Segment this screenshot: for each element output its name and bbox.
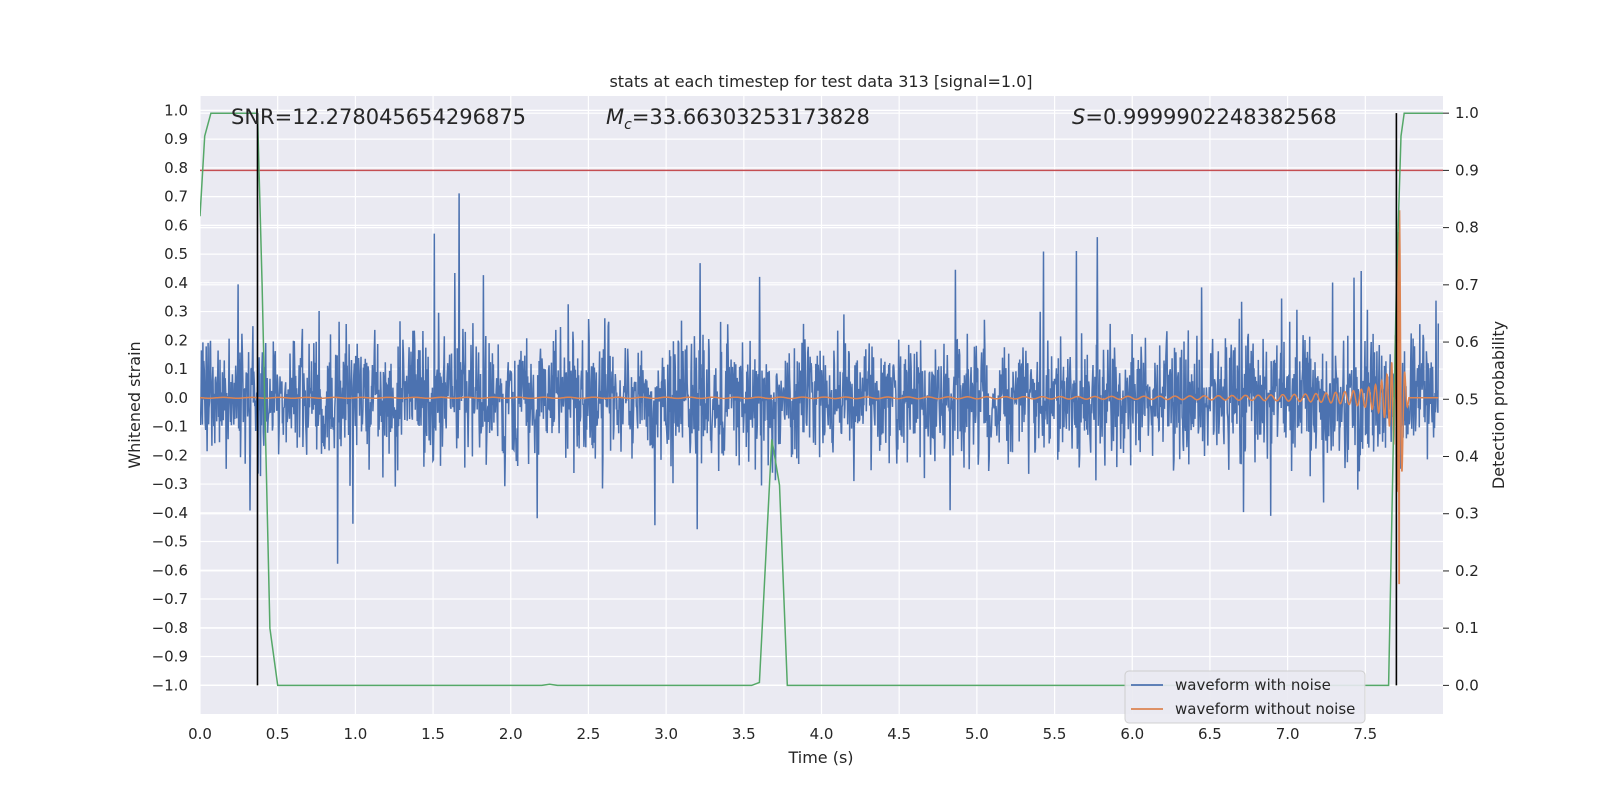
y-tick-label: 0.7 (164, 188, 188, 206)
y-tick-label: −0.5 (152, 533, 188, 551)
y-tick-label: 0.6 (164, 216, 188, 234)
y-tick-label: 0.2 (164, 331, 188, 349)
y-tick-label: −1.0 (152, 676, 188, 694)
series-waveform-without-noise (200, 210, 1439, 585)
x-tick-label: 2.5 (577, 725, 601, 743)
y-tick-label: −0.6 (152, 561, 188, 579)
x-tick-label: 4.0 (810, 725, 834, 743)
y-tick-label: 0.1 (164, 360, 188, 378)
right-tick-label: 0.3 (1455, 505, 1479, 523)
x-axis-ticks: 0.0 0.5 1.0 1.5 2.0 2.5 3.0 3.5 4.0 4.5 5.0 5.5 6.0 6… (188, 725, 1377, 743)
x-tick-label: 2.0 (499, 725, 523, 743)
right-tick-label: 0.6 (1455, 333, 1479, 351)
x-axis-label: Time (s) (787, 748, 853, 767)
snr-annotation: SNR=12.278045654296875 (231, 105, 526, 129)
y-tick-label: 0.4 (164, 274, 188, 292)
right-axis-label: Detection probability (1489, 321, 1508, 489)
right-tick-label: 0.8 (1455, 219, 1479, 237)
right-axis-ticks: 0.0 0.1 0.2 0.3 0.4 0.5 0.6 0.7 0.8 0.9 1.0 (1443, 104, 1479, 694)
y-tick-label: −0.7 (152, 590, 188, 608)
x-tick-label: 1.0 (343, 725, 367, 743)
y-tick-label: 0.3 (164, 303, 188, 321)
y-tick-label: 0.5 (164, 245, 188, 263)
y-axis-label: Whitened strain (125, 341, 144, 468)
y-axis-ticks: −1.0 −0.9 −0.8 −0.7 −0.6 −0.5 −0.4 −0.3 −0.2 −0.1… (152, 101, 188, 694)
y-tick-label: −0.3 (152, 475, 188, 493)
series-detection-probability (200, 112, 1443, 687)
x-tick-label: 6.0 (1120, 725, 1144, 743)
x-tick-label: 7.0 (1276, 725, 1300, 743)
x-tick-label: 3.5 (732, 725, 756, 743)
legend-box (1124, 670, 1366, 724)
right-tick-label: 0.7 (1455, 276, 1479, 294)
legend: waveform with noise waveform without noi… (1124, 670, 1366, 724)
right-tick-label: 0.2 (1455, 562, 1479, 580)
x-tick-label: 5.5 (1043, 725, 1067, 743)
series-waveform-with-noise (200, 193, 1440, 564)
legend-label-noise: waveform with noise (1175, 676, 1331, 694)
x-tick-label: 5.0 (965, 725, 989, 743)
right-tick-label: 1.0 (1455, 104, 1479, 122)
right-tick-label: 0.4 (1455, 448, 1479, 466)
score-annotation: S=0.9999902248382568 (1072, 105, 1337, 129)
x-tick-label: 6.5 (1198, 725, 1222, 743)
y-tick-label: −0.8 (152, 619, 188, 637)
right-tick-label: 0.5 (1455, 390, 1479, 408)
x-tick-label: 4.5 (887, 725, 911, 743)
x-tick-label: 3.0 (654, 725, 678, 743)
y-tick-label: −0.9 (152, 648, 188, 666)
right-tick-label: 0.9 (1455, 161, 1479, 179)
right-tick-label: 0.1 (1455, 619, 1479, 637)
chirp-mass-annotation: Mc=33.66303253173828 (606, 105, 870, 133)
x-tick-label: 1.5 (421, 725, 445, 743)
y-tick-label: −0.1 (152, 418, 188, 436)
legend-label-clean: waveform without noise (1175, 700, 1355, 718)
x-tick-label: 7.5 (1353, 725, 1377, 743)
x-tick-label: 0.5 (266, 725, 290, 743)
y-tick-label: 0.8 (164, 159, 188, 177)
y-tick-label: −0.2 (152, 446, 188, 464)
y-tick-label: 0.0 (164, 389, 188, 407)
x-tick-label: 0.0 (188, 725, 212, 743)
y-tick-label: −0.4 (152, 504, 188, 522)
y-tick-label: 1.0 (164, 101, 188, 119)
right-tick-label: 0.0 (1455, 676, 1479, 694)
detection-markers (256, 113, 1398, 686)
y-tick-label: 0.9 (164, 130, 188, 148)
chart-title: stats at each timestep for test data 313… (609, 72, 1032, 91)
